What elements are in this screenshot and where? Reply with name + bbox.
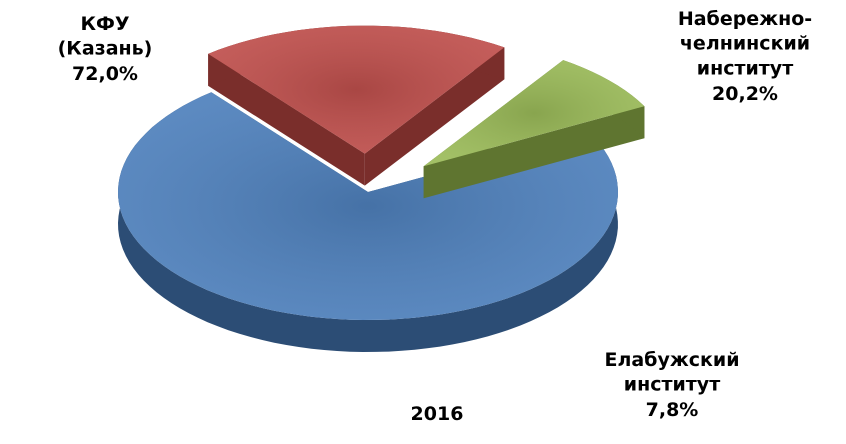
slice bbox=[208, 25, 505, 186]
category-label: Елабужский институт bbox=[604, 349, 739, 396]
slice bbox=[118, 92, 618, 352]
slice-side bbox=[364, 47, 505, 186]
slice-shade bbox=[423, 60, 645, 167]
slice-shade bbox=[118, 92, 618, 320]
value-label: 72,0% bbox=[72, 63, 138, 85]
slice-side bbox=[423, 106, 645, 199]
slice-shade bbox=[208, 25, 505, 154]
slice bbox=[423, 60, 645, 199]
chart-title: 2016 bbox=[411, 403, 464, 425]
value-label: 7,8% bbox=[646, 399, 699, 421]
value-label: 20,2% bbox=[712, 83, 778, 105]
category-label: Набережно-челнинский институт bbox=[678, 8, 812, 79]
category-label: КФУ (Казань) bbox=[58, 13, 153, 60]
slice-side bbox=[208, 53, 365, 186]
